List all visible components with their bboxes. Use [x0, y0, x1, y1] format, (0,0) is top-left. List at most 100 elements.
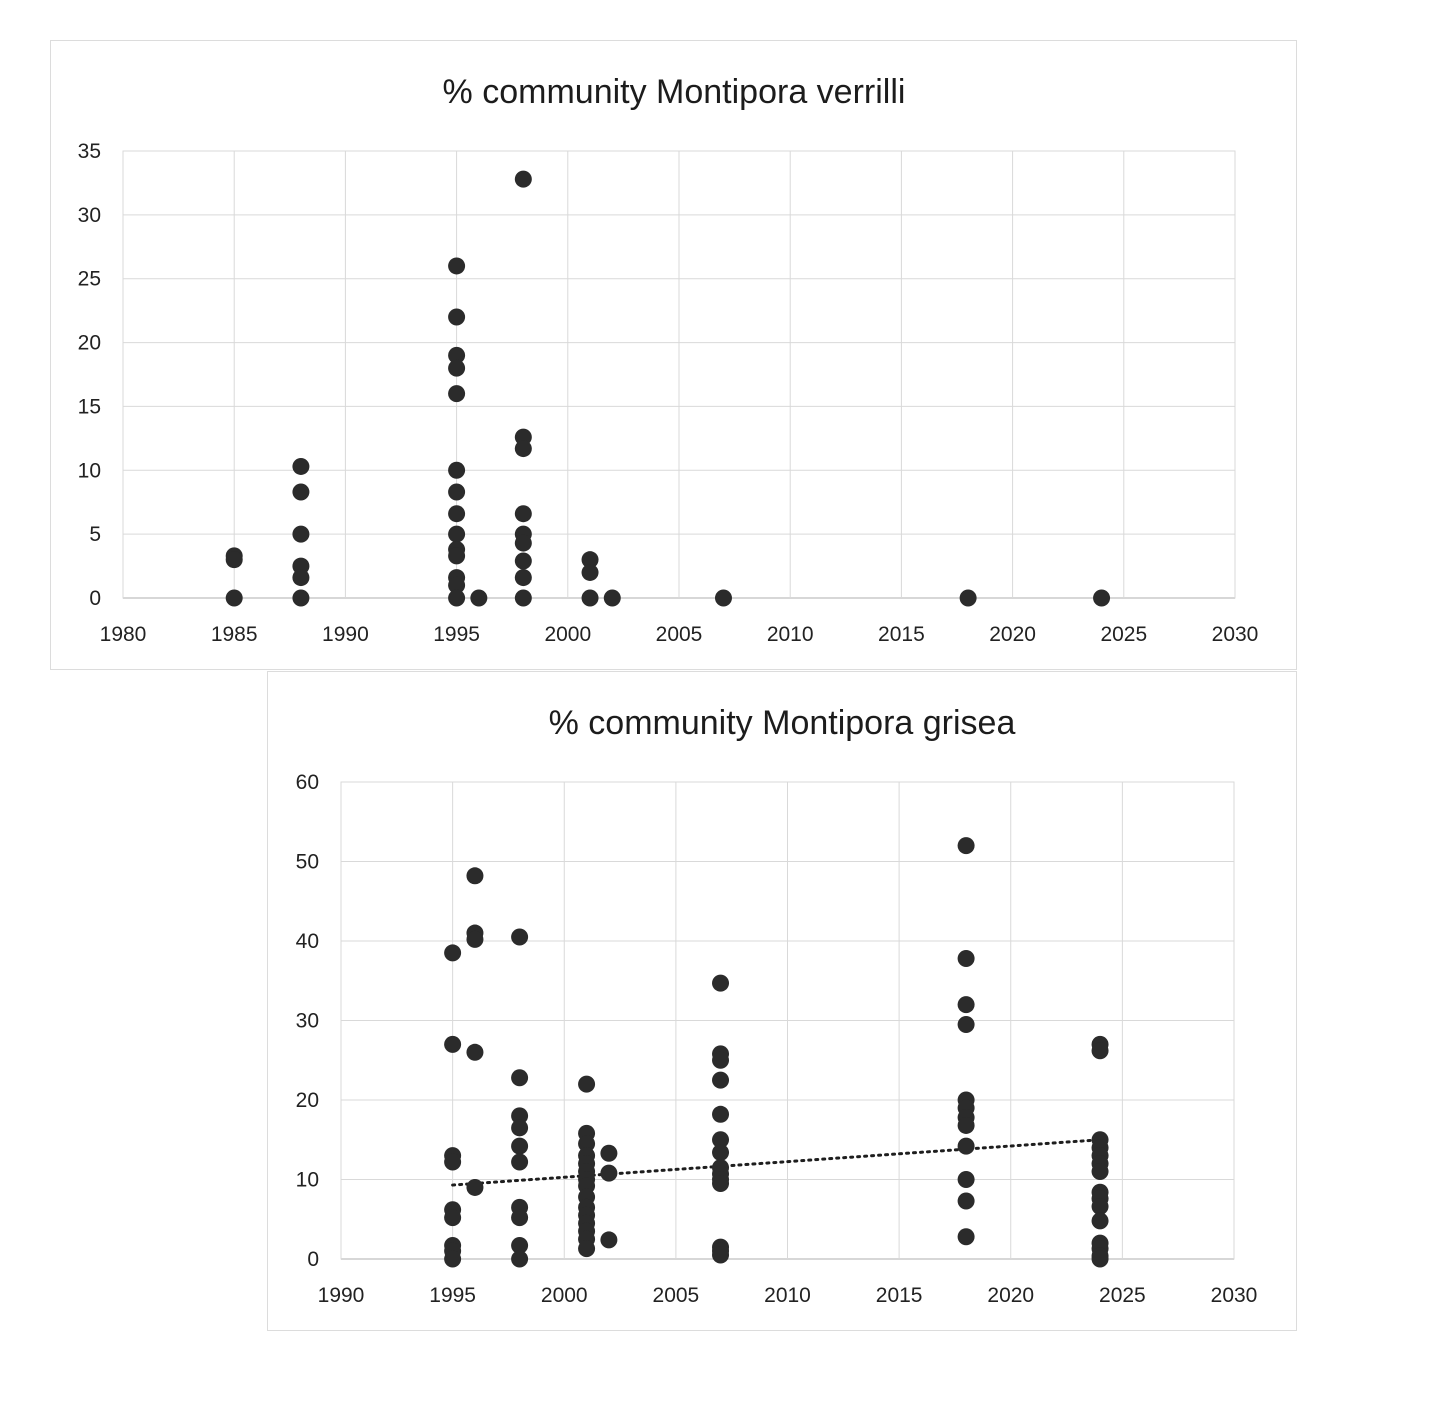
data-point: [1091, 1198, 1109, 1216]
x-tick-label: 1995: [429, 1284, 476, 1307]
data-point: [511, 1250, 529, 1268]
y-tick-label: 60: [296, 771, 319, 794]
y-tick-label: 30: [296, 1010, 319, 1033]
x-tick-label: 1990: [322, 623, 369, 646]
data-point: [448, 308, 466, 326]
trendline-dotted: [451, 1138, 1102, 1187]
x-tick-label: 2010: [767, 623, 814, 646]
data-point: [448, 576, 466, 594]
x-tick-label: 1995: [433, 623, 480, 646]
data-point: [957, 1171, 975, 1188]
data-point: [712, 1051, 730, 1069]
data-point: [959, 589, 977, 607]
x-tick-label: 2030: [1211, 1284, 1258, 1307]
y-tick-label: 10: [296, 1169, 319, 1192]
y-tick-label: 0: [89, 587, 101, 610]
data-point: [600, 1231, 618, 1249]
x-tick-label: 2015: [876, 1284, 923, 1307]
data-point: [514, 552, 532, 570]
data-point: [1093, 589, 1111, 607]
data-point: [448, 589, 466, 607]
data-point: [957, 1192, 975, 1210]
data-point: [444, 1153, 462, 1171]
data-point: [957, 1137, 975, 1155]
data-points: [225, 170, 1111, 607]
y-tick-label: 20: [296, 1089, 319, 1112]
data-point: [603, 589, 621, 607]
data-point: [1091, 1250, 1109, 1268]
data-point: [448, 346, 466, 364]
x-tick-label: 1990: [318, 1284, 365, 1307]
data-point: [444, 1035, 462, 1053]
y-tick-label: 15: [78, 395, 101, 418]
data-point: [581, 589, 599, 607]
x-tick-label: 2010: [764, 1284, 811, 1307]
data-point: [600, 1144, 618, 1162]
data-point: [448, 505, 466, 523]
trendline: [451, 1138, 1102, 1187]
data-point: [1091, 1163, 1109, 1181]
data-point: [514, 440, 532, 458]
data-point: [514, 534, 532, 552]
data-point: [581, 551, 599, 569]
data-points: [444, 837, 1109, 1268]
data-point: [511, 1137, 529, 1155]
data-point: [581, 563, 599, 581]
data-point: [444, 944, 462, 962]
data-point: [448, 385, 466, 403]
x-tick-label: 2025: [1100, 623, 1147, 646]
data-point: [470, 589, 488, 607]
chart-title: % community Montipora verrilli: [443, 73, 906, 111]
data-point: [448, 483, 466, 501]
data-point: [448, 547, 466, 565]
x-tick-label: 2000: [541, 1284, 588, 1307]
data-point: [466, 930, 484, 948]
data-point: [292, 589, 310, 607]
data-point: [514, 569, 532, 587]
data-point: [712, 1071, 730, 1089]
data-point: [957, 1116, 975, 1134]
x-tick-label: 2005: [653, 1284, 700, 1307]
data-point: [466, 1043, 484, 1061]
y-tick-label: 0: [307, 1248, 319, 1271]
data-point: [957, 1228, 975, 1246]
data-point: [578, 1135, 596, 1153]
x-tick-label: 2025: [1099, 1284, 1146, 1307]
chart-svg-grisea: % community Montipora grisea 01020304050…: [296, 704, 1258, 1307]
data-point: [444, 1250, 462, 1268]
y-tick-label: 20: [78, 332, 101, 355]
data-point: [466, 1178, 484, 1196]
y-tick-label: 10: [78, 459, 101, 482]
data-point: [1091, 1212, 1109, 1230]
chart-panel-verrilli: % community Montipora verrilli 0 5 10 15 20 2…: [50, 40, 1297, 670]
x-tick-label: 1980: [100, 623, 147, 646]
data-point: [225, 551, 243, 569]
data-point: [292, 457, 310, 475]
data-point: [957, 1015, 975, 1033]
data-point: [511, 1107, 529, 1125]
data-point: [578, 1075, 596, 1093]
data-point: [514, 505, 532, 523]
data-point: [448, 525, 466, 543]
data-point: [511, 1236, 529, 1254]
data-point: [511, 928, 529, 946]
data-point: [957, 837, 975, 855]
y-tick-label: 5: [89, 523, 101, 546]
data-point: [712, 1105, 730, 1123]
data-point: [957, 949, 975, 967]
x-tick-label: 2020: [987, 1284, 1034, 1307]
x-tick-label: 1985: [211, 623, 258, 646]
chart-svg-verrilli: % community Montipora verrilli 051015202…: [78, 73, 1259, 646]
data-point: [712, 1246, 730, 1264]
data-point: [448, 257, 466, 275]
data-point: [466, 867, 484, 885]
y-tick-label: 35: [78, 140, 101, 163]
data-point: [578, 1240, 596, 1258]
y-tick-label: 30: [78, 204, 101, 227]
data-point: [714, 589, 732, 607]
data-point: [712, 1174, 730, 1192]
data-point: [225, 589, 243, 607]
gridlines: [340, 781, 1235, 1260]
data-point: [444, 1209, 462, 1227]
